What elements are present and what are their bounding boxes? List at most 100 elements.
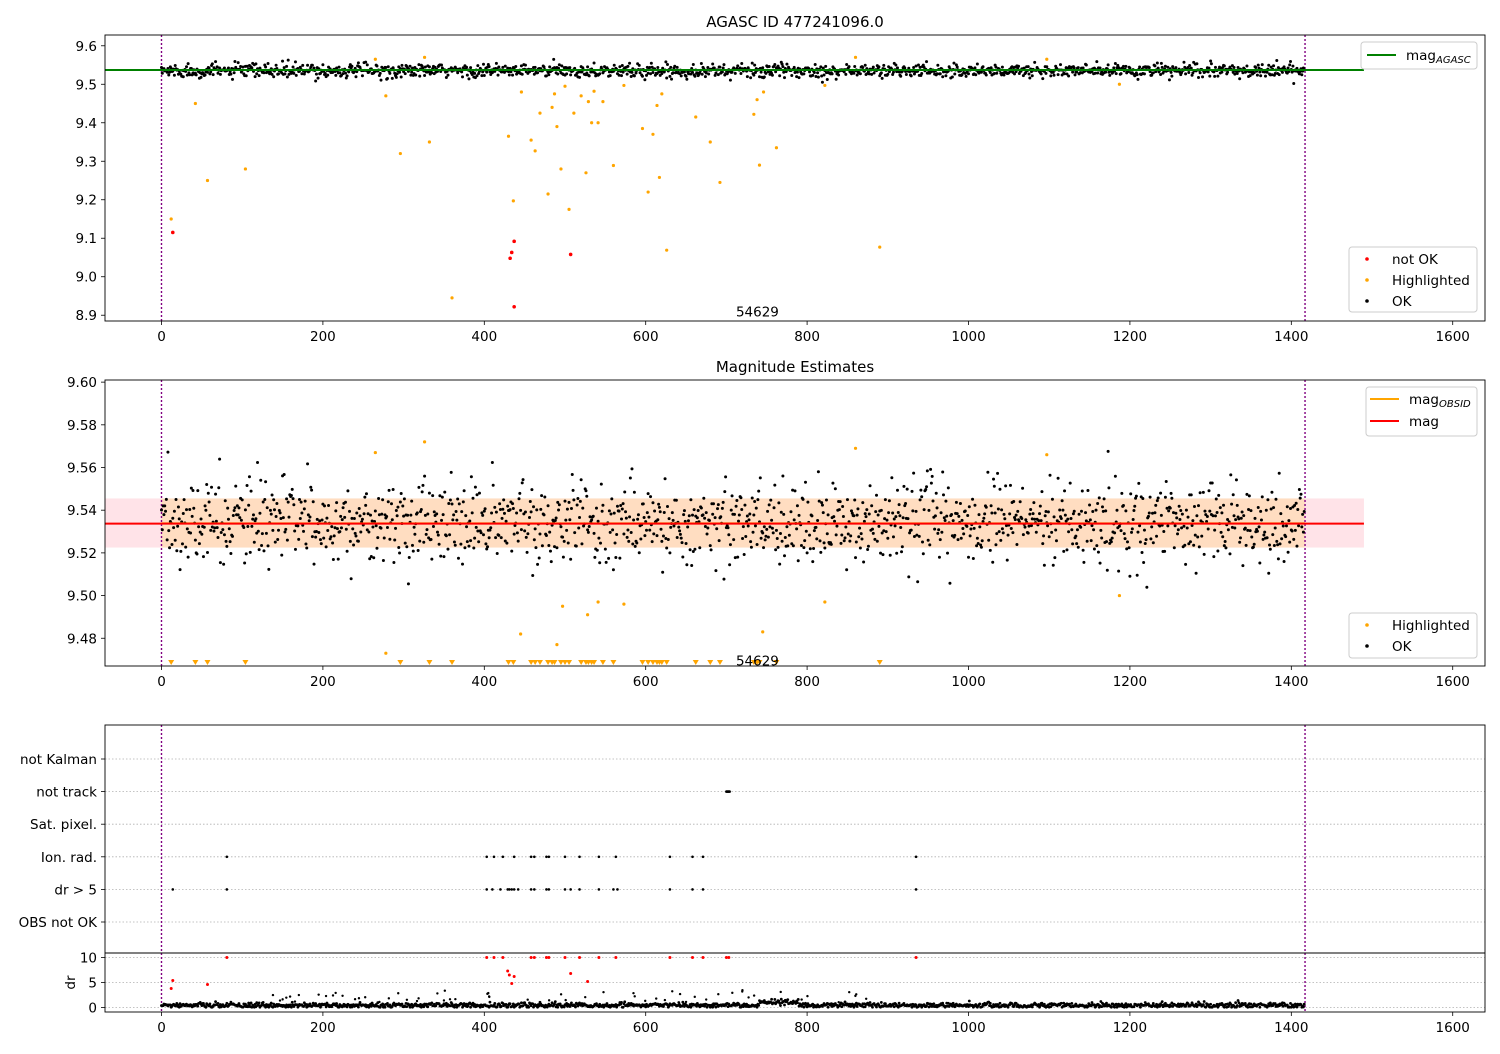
- highlighted-point: [596, 121, 600, 125]
- ok-point: [1297, 524, 1301, 528]
- ok-point: [396, 505, 400, 509]
- ok-point: [333, 526, 337, 530]
- dr-ok-point: [386, 1002, 389, 1005]
- ok-point: [972, 526, 976, 530]
- ok-point: [785, 62, 789, 66]
- dr-scatter-point: [417, 997, 420, 1000]
- ok-point: [824, 498, 828, 502]
- legend-points[interactable]: not OK Highlighted OK: [1348, 246, 1478, 313]
- not-ok-point: [509, 250, 514, 255]
- ok-point: [350, 64, 354, 68]
- ok-point: [651, 71, 655, 75]
- ok-point: [626, 528, 630, 532]
- ok-point: [849, 534, 853, 538]
- clipped-marker: [692, 660, 699, 665]
- ok-point: [895, 66, 899, 70]
- clipped-marker: [528, 660, 535, 665]
- ok-point: [562, 539, 566, 543]
- ok-point: [430, 557, 434, 561]
- dr-ok-point: [1139, 1005, 1142, 1009]
- ok-point: [1213, 514, 1217, 518]
- ok-point: [440, 495, 444, 499]
- flag-point: [545, 855, 548, 859]
- ok-point: [418, 539, 422, 543]
- ok-point: [580, 70, 584, 74]
- clipped-marker: [663, 660, 670, 665]
- ok-point: [601, 503, 605, 507]
- dr-ok-point: [623, 1000, 627, 1004]
- ok-point: [309, 485, 313, 489]
- ok-point: [323, 504, 327, 508]
- flag-point: [578, 855, 581, 859]
- ok-point: [398, 70, 402, 74]
- ok-point: [854, 540, 858, 544]
- dr-red-point: [529, 956, 533, 959]
- ok-point: [277, 509, 281, 513]
- ok-point: [1206, 527, 1210, 531]
- ok-point: [618, 65, 622, 69]
- dr-scatter-point: [486, 992, 489, 996]
- ok-point: [483, 507, 487, 511]
- ok-point: [867, 512, 871, 516]
- ok-point: [904, 502, 908, 506]
- ok-point: [897, 503, 901, 507]
- ok-point: [1135, 73, 1139, 77]
- highlighted-point: [243, 167, 248, 171]
- dr-ok-point: [499, 1004, 503, 1008]
- ok-point: [373, 509, 377, 513]
- ok-point: [303, 499, 307, 503]
- ok-point: [306, 462, 310, 466]
- legend-box: [1348, 246, 1478, 313]
- ok-point: [530, 488, 534, 492]
- ok-point: [446, 547, 450, 551]
- ok-point: [831, 481, 835, 485]
- legend-not-ok: not OK: [1392, 252, 1439, 268]
- ok-point: [962, 532, 966, 536]
- legend-mag-obsid-subscript: OBSID: [1439, 399, 1471, 410]
- ok-point: [1135, 573, 1139, 577]
- ok-point: [1004, 484, 1008, 488]
- ok-point: [339, 526, 343, 530]
- ok-point: [553, 518, 557, 522]
- ok-point: [459, 542, 463, 546]
- legend-lines[interactable]: magOBSID mag: [1365, 386, 1478, 437]
- ok-point: [1171, 65, 1175, 69]
- ok-point: [1294, 501, 1298, 505]
- legend-lines[interactable]: magAGASC: [1360, 41, 1478, 70]
- ok-point: [320, 518, 324, 522]
- ok-point: [272, 508, 276, 512]
- ok-point: [1299, 492, 1303, 496]
- ok-point: [1219, 530, 1223, 534]
- dr-scatter-point: [717, 993, 720, 996]
- ok-point: [1022, 66, 1026, 70]
- ok-point: [1233, 526, 1237, 530]
- ok-point: [861, 501, 865, 505]
- ok-point: [950, 75, 954, 79]
- ok-point: [912, 66, 916, 70]
- ok-point: [1065, 548, 1069, 552]
- ok-point: [305, 546, 309, 550]
- ok-point: [980, 539, 984, 543]
- ok-point: [260, 544, 264, 548]
- ok-point: [1011, 531, 1015, 535]
- x-tick-label: 0: [157, 329, 166, 345]
- legend-points[interactable]: Highlighted OK: [1348, 612, 1478, 659]
- ok-point: [277, 72, 281, 76]
- ok-point: [1176, 532, 1180, 536]
- ok-point: [1268, 547, 1272, 551]
- ok-point: [351, 527, 355, 531]
- ok-point: [1198, 491, 1202, 495]
- ok-point: [1231, 493, 1235, 497]
- ok-point: [988, 548, 992, 552]
- ok-point: [880, 531, 884, 535]
- ok-point: [266, 544, 270, 548]
- ok-point: [763, 538, 767, 542]
- ok-point: [853, 498, 857, 502]
- ok-point: [1212, 555, 1216, 559]
- clipped-marker: [566, 660, 573, 665]
- highlighted-point: [774, 146, 779, 150]
- ok-point: [1208, 74, 1212, 78]
- dr-scatter-point: [602, 990, 605, 994]
- x-tick-label: 1400: [1274, 329, 1308, 345]
- panel-magnitude-estimates: Magnitude Estimates 54629 0 200 400 600 800 1…: [67, 358, 1486, 690]
